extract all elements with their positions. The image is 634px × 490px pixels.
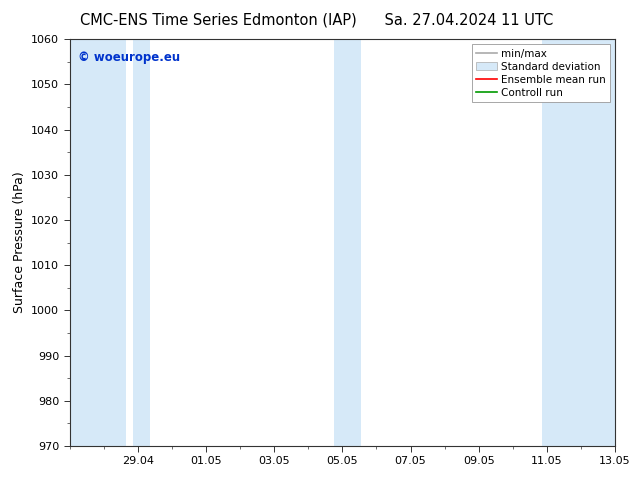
Y-axis label: Surface Pressure (hPa): Surface Pressure (hPa) (13, 172, 25, 314)
Text: CMC-ENS Time Series Edmonton (IAP)      Sa. 27.04.2024 11 UTC: CMC-ENS Time Series Edmonton (IAP) Sa. 2… (81, 12, 553, 27)
Bar (133, 39, 150, 446)
Text: © woeurope.eu: © woeurope.eu (78, 51, 180, 64)
Legend: min/max, Standard deviation, Ensemble mean run, Controll run: min/max, Standard deviation, Ensemble me… (472, 45, 610, 102)
Bar (70, 39, 126, 446)
Bar (541, 39, 615, 446)
Bar (334, 39, 361, 446)
